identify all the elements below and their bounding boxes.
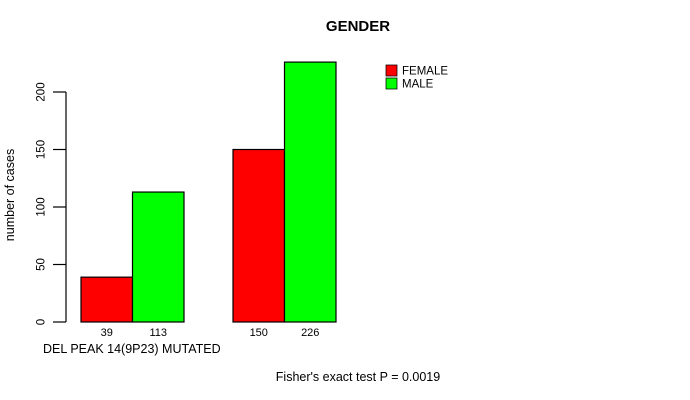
- x-axis-label: DEL PEAK 14(9P23) MUTATED: [43, 342, 221, 356]
- bar-value-label: 150: [250, 327, 268, 339]
- bar-value-label: 39: [101, 327, 113, 339]
- annotation-text: Fisher's exact test P = 0.0019: [276, 370, 440, 384]
- y-tick-label: 50: [36, 258, 48, 271]
- legend-swatch-female: [385, 64, 398, 77]
- bar-value-label: 226: [301, 327, 319, 339]
- bar-value-labels: 39 150 113 226: [101, 327, 320, 339]
- bar-male-group1: [131, 191, 185, 323]
- y-axis-ticks: 0 50 100 150 200: [36, 82, 66, 325]
- bar-female-group1: [80, 276, 134, 323]
- legend-label-male: MALE: [402, 79, 434, 91]
- chart-title: GENDER: [326, 18, 390, 35]
- y-tick-label: 200: [36, 82, 48, 101]
- y-axis-label: number of cases: [3, 149, 17, 241]
- y-tick-label: 100: [36, 197, 48, 216]
- y-tick-label: 150: [36, 140, 48, 159]
- legend-swatch-male: [385, 77, 398, 90]
- y-tick-label: 0: [36, 319, 48, 325]
- legend-label-female: FEMALE: [402, 66, 448, 78]
- bar-female-group2: [232, 148, 286, 323]
- bar-value-label: 113: [149, 327, 167, 339]
- bar-series: [80, 61, 337, 323]
- bar-male-group2: [283, 61, 337, 323]
